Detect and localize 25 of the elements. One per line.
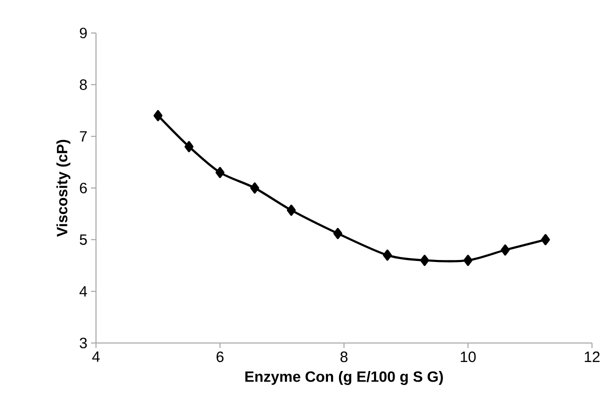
y-tick-label: 5 xyxy=(80,234,87,245)
y-tick-label: 7 xyxy=(80,131,87,142)
point xyxy=(333,228,342,240)
x-tick-label: 10 xyxy=(460,352,476,362)
point xyxy=(216,166,224,178)
y-axis-title: Viscosity (cP) xyxy=(56,140,70,237)
y-tick-label: 6 xyxy=(80,182,87,194)
point xyxy=(420,254,430,266)
y-tick-label: 4 xyxy=(80,286,88,296)
point xyxy=(541,234,550,246)
point xyxy=(250,182,260,194)
x-tick-label: 4 xyxy=(92,352,100,362)
y-tick-label: 9 xyxy=(80,28,87,38)
point xyxy=(382,250,392,261)
point xyxy=(184,141,194,152)
x-tick-label: 12 xyxy=(584,352,600,362)
point xyxy=(464,254,472,266)
point xyxy=(500,244,510,256)
y-tick-label: 8 xyxy=(80,79,87,90)
x-tick-label: 6 xyxy=(216,352,224,362)
point xyxy=(286,204,296,216)
x-axis-title: Enzyme Con (g E/100 g S G) xyxy=(245,370,443,385)
point xyxy=(154,110,162,122)
y-tick-label: 3 xyxy=(80,338,87,348)
x-tick-label: 8 xyxy=(340,352,348,362)
